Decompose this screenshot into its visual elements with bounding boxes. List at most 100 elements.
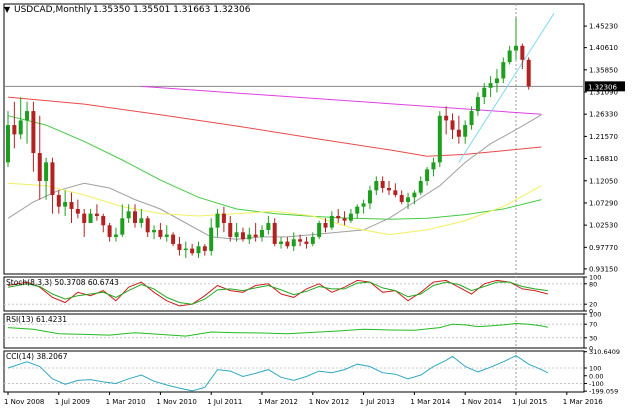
candle-body[interactable] (526, 59, 531, 87)
candle-body[interactable] (50, 162, 55, 195)
candle-body[interactable] (514, 45, 518, 51)
candle-body[interactable] (152, 229, 157, 233)
candle-body[interactable] (425, 169, 430, 182)
indicator-y-tick-label: 100 (589, 365, 601, 373)
x-tick-label: 1 Nov 2012 (309, 398, 349, 406)
candle-body[interactable] (69, 201, 74, 209)
header-arrow[interactable]: ▼ (4, 5, 11, 14)
indicator-y-tick-label: 0.00 (589, 372, 603, 380)
candle-body[interactable] (342, 218, 347, 221)
x-tick-label: 1 Jul 2011 (207, 398, 242, 406)
candle-body[interactable] (183, 248, 188, 250)
candle-body[interactable] (37, 153, 42, 182)
x-tick-label: 1 Jul 2009 (55, 398, 90, 406)
indicator-y-tick-label: -199.059 (589, 388, 618, 396)
x-tick-label: 1 Mar 2010 (106, 398, 146, 406)
candle-body[interactable] (387, 187, 391, 191)
candle-body[interactable] (12, 125, 17, 135)
candle-body[interactable] (202, 246, 207, 251)
candle-body[interactable] (75, 208, 80, 214)
candle-body[interactable] (94, 213, 99, 216)
candle-body[interactable] (285, 241, 290, 247)
price-label: 1.32306 (588, 83, 617, 91)
candle-body[interactable] (228, 222, 233, 237)
candle-body[interactable] (450, 120, 455, 130)
candle-body[interactable] (444, 115, 449, 121)
candle-body[interactable] (25, 111, 30, 121)
candle-body[interactable] (221, 213, 226, 223)
candle-body[interactable] (431, 162, 436, 170)
candle-body[interactable] (463, 125, 468, 137)
candle-body[interactable] (272, 222, 277, 244)
indicator-y-tick-label: -100 (589, 380, 604, 388)
candle-body[interactable] (56, 194, 61, 207)
indicator-y-tick-label: 70 (589, 321, 597, 329)
candle-body[interactable] (171, 234, 176, 244)
indicator-y-tick-label: 80 (589, 280, 597, 288)
candle-body[interactable] (380, 181, 385, 188)
candle-body[interactable] (101, 215, 106, 226)
candle-body[interactable] (501, 62, 506, 79)
candle-body[interactable] (323, 222, 328, 228)
candle-body[interactable] (355, 206, 360, 214)
candle-body[interactable] (190, 248, 195, 254)
candle-body[interactable] (298, 239, 303, 242)
candle-body[interactable] (456, 129, 461, 137)
candle-body[interactable] (406, 197, 411, 202)
candle-body[interactable] (507, 50, 512, 63)
candle-body[interactable] (177, 243, 182, 250)
y-tick-label: 1.07290 (589, 199, 618, 207)
candle-body[interactable] (215, 213, 220, 228)
candle-body[interactable] (304, 241, 309, 244)
candle-body[interactable] (482, 87, 487, 98)
candle-body[interactable] (488, 83, 493, 88)
candle-body[interactable] (234, 232, 239, 237)
candle-body[interactable] (348, 213, 353, 221)
candle-body[interactable] (31, 111, 36, 154)
candle-body[interactable] (361, 203, 366, 207)
candle-body[interactable] (475, 97, 480, 112)
candle-body[interactable] (44, 162, 49, 182)
candle-body[interactable] (469, 111, 474, 126)
candle-body[interactable] (310, 236, 315, 244)
candle-body[interactable] (437, 115, 442, 163)
x-tick-label: 1 Nov 2014 (461, 398, 502, 406)
candle-body[interactable] (291, 239, 296, 247)
candle-body[interactable] (6, 125, 10, 163)
candle-body[interactable] (196, 246, 201, 254)
candle-body[interactable] (18, 120, 23, 135)
candle-body[interactable] (260, 229, 264, 237)
candle-body[interactable] (120, 218, 125, 235)
candle-body[interactable] (164, 234, 169, 237)
candle-body[interactable] (82, 213, 87, 223)
candle-body[interactable] (158, 229, 163, 237)
candle-body[interactable] (317, 222, 322, 237)
candle-body[interactable] (418, 181, 423, 193)
candle-body[interactable] (329, 215, 334, 228)
candle-body[interactable] (253, 234, 258, 237)
candle-body[interactable] (393, 190, 398, 195)
candle-body[interactable] (113, 234, 118, 237)
candle-body[interactable] (374, 181, 379, 191)
candle-body[interactable] (139, 218, 144, 223)
candle-body[interactable] (209, 227, 214, 251)
candle-body[interactable] (133, 211, 137, 223)
candle-body[interactable] (247, 234, 252, 240)
header-symbol: USDCAD,Monthly (14, 5, 92, 15)
candle-body[interactable] (520, 45, 525, 60)
pane-frame-1 (3, 276, 585, 312)
y-tick-label: 1.21570 (589, 133, 618, 141)
candle-body[interactable] (412, 192, 417, 198)
candle-body[interactable] (367, 190, 372, 204)
candle-body[interactable] (126, 211, 131, 219)
candle-body[interactable] (399, 194, 404, 202)
candle-body[interactable] (145, 218, 150, 233)
candle-body[interactable] (240, 232, 245, 240)
candle-body[interactable] (336, 215, 341, 219)
candle-body[interactable] (88, 213, 93, 223)
candle-body[interactable] (107, 225, 112, 237)
candle-body[interactable] (494, 78, 499, 84)
candle-body[interactable] (63, 201, 68, 207)
candle-body[interactable] (266, 222, 271, 230)
candle-body[interactable] (279, 241, 284, 244)
